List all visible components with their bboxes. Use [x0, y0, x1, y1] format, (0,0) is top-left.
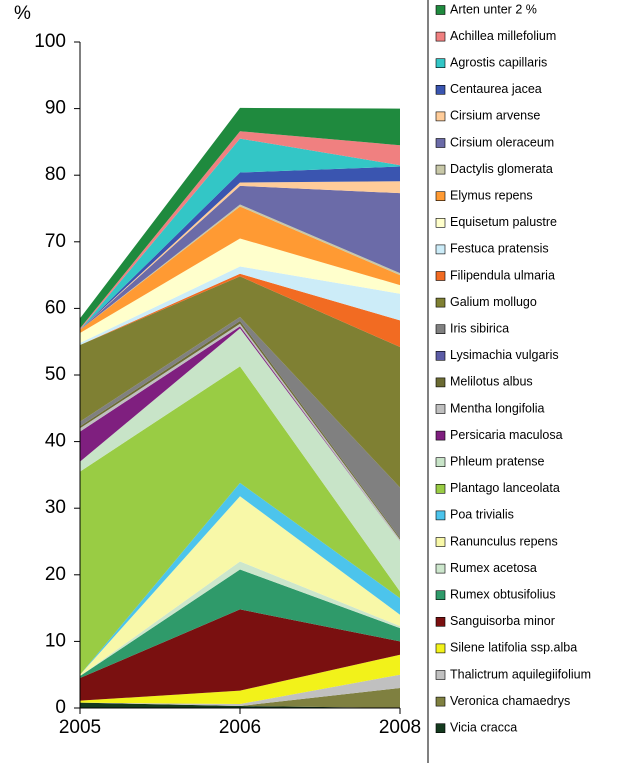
legend-label: Cirsium arvense	[450, 109, 540, 123]
y-tick-label: 100	[34, 31, 66, 52]
legend-swatch	[435, 696, 446, 707]
legend-label: Sanguisorba minor	[450, 614, 555, 628]
y-tick-label: 80	[45, 164, 66, 185]
legend-label: Rumex acetosa	[450, 561, 537, 575]
legend-label: Mentha longifolia	[450, 401, 545, 415]
area	[80, 273, 400, 348]
area	[80, 238, 400, 344]
area	[80, 609, 400, 701]
y-tick-label: 90	[45, 98, 66, 119]
area	[80, 206, 400, 334]
y-tick-label: 0	[55, 697, 66, 718]
y-tick-label: 40	[45, 431, 66, 452]
area	[80, 276, 400, 488]
legend-swatch	[435, 616, 446, 627]
area	[80, 323, 400, 542]
legend-label: Lysimachia vulgaris	[450, 348, 559, 362]
area	[80, 326, 400, 542]
legend-swatch	[435, 138, 446, 148]
legend-label: Galium mollugo	[450, 295, 537, 309]
area	[80, 266, 400, 346]
legend-swatch	[435, 404, 446, 414]
legend-label: Festuca pratensis	[450, 242, 549, 256]
x-tick-label: 2005	[59, 717, 101, 738]
y-tick-label: 60	[45, 297, 66, 318]
legend-swatch	[435, 244, 446, 255]
legend-swatch	[435, 563, 446, 574]
legend-label: Arten unter 2 %	[450, 2, 537, 16]
legend-label: Veronica chamaedrys	[450, 694, 570, 708]
area	[80, 674, 400, 707]
legend-swatch	[435, 430, 446, 441]
area	[80, 131, 400, 330]
area	[80, 654, 400, 705]
legend-label: Silene latifolia ssp.alba	[450, 641, 577, 655]
area	[80, 317, 400, 539]
legend-swatch	[435, 643, 446, 654]
legend-swatch	[435, 510, 446, 521]
area	[80, 107, 400, 329]
legend-label: Persicaria maculosa	[450, 428, 563, 442]
legend-swatch	[435, 31, 446, 42]
area	[80, 321, 400, 540]
legend-label: Equisetum palustre	[450, 215, 557, 229]
y-tick-label: 70	[45, 231, 66, 252]
x-tick-label: 2006	[219, 717, 261, 738]
legend-label: Ranunculus repens	[450, 534, 558, 548]
legend-swatch	[435, 483, 446, 494]
legend-swatch	[435, 58, 446, 69]
area	[80, 496, 400, 677]
legend-label: Rumex obtusifolius	[450, 587, 556, 601]
legend-swatch	[435, 537, 446, 547]
area	[80, 688, 400, 708]
legend-swatch	[435, 324, 446, 335]
legend-swatch	[435, 297, 446, 308]
legend-label: Thalictrum aquilegiifolium	[450, 667, 591, 681]
legend-swatch	[435, 85, 446, 95]
legend-swatch	[435, 191, 446, 201]
legend-label: Agrostis capillaris	[450, 55, 547, 69]
y-axis-label: %	[14, 3, 31, 24]
legend-label: Phleum pratense	[450, 454, 545, 468]
legend-label: Melilotus albus	[450, 375, 533, 389]
area	[80, 702, 400, 708]
legend-label: Centaurea jacea	[450, 82, 542, 96]
legend-swatch	[435, 271, 446, 281]
legend-label: Cirsium oleraceum	[450, 135, 554, 149]
area	[80, 328, 400, 592]
y-tick-label: 20	[45, 564, 66, 585]
legend-label: Elymus repens	[450, 188, 533, 202]
legend-label: Iris sibirica	[450, 321, 509, 335]
legend-swatch	[435, 164, 446, 175]
legend-label: Poa trivialis	[450, 508, 514, 522]
area	[80, 366, 400, 675]
legend-swatch	[435, 670, 446, 680]
area	[80, 185, 400, 330]
legend-label: Achillea millefolium	[450, 29, 556, 43]
y-tick-label: 30	[45, 497, 66, 518]
legend-label: Vicia cracca	[450, 720, 517, 734]
legend-label: Dactylis glomerata	[450, 162, 553, 176]
y-tick-label: 50	[45, 364, 66, 385]
legend-swatch	[435, 723, 446, 734]
y-tick-label: 10	[45, 630, 66, 651]
legend-swatch	[435, 5, 446, 15]
legend-swatch	[435, 218, 446, 228]
legend-swatch	[435, 377, 446, 388]
legend-swatch	[435, 111, 446, 122]
x-tick-label: 2008	[379, 717, 421, 738]
legend-swatch	[435, 457, 446, 468]
legend-swatch	[435, 350, 446, 361]
legend-label: Plantago lanceolata	[450, 481, 560, 495]
legend-label: Filipendula ulmaria	[450, 268, 555, 282]
area	[80, 569, 400, 679]
legend-swatch	[435, 590, 446, 601]
